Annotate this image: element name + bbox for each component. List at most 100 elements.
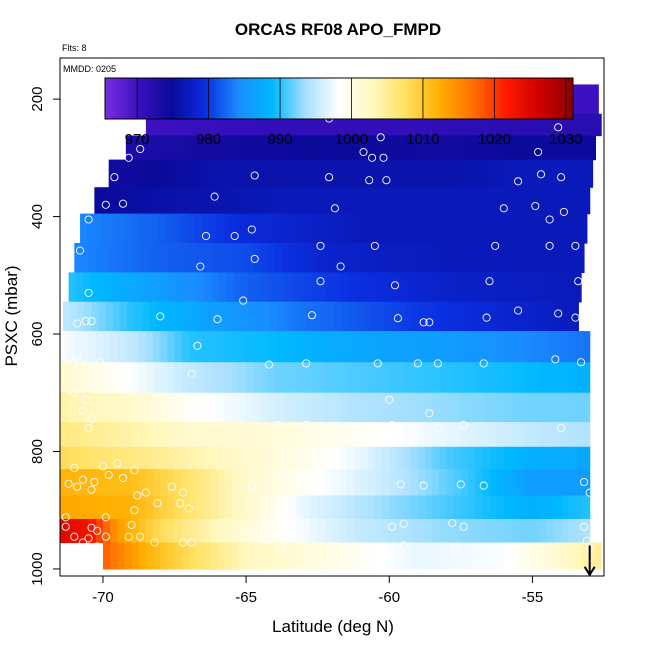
heatmap-cell bbox=[427, 301, 436, 332]
heatmap-cell bbox=[281, 446, 290, 470]
heatmap-cell bbox=[389, 469, 398, 497]
heatmap-cell bbox=[503, 446, 512, 470]
heatmap-cell bbox=[473, 159, 482, 188]
heatmap-cell bbox=[145, 542, 154, 570]
heatmap-cell bbox=[289, 392, 297, 423]
heatmap-cell bbox=[425, 422, 433, 448]
heatmap-cell bbox=[223, 187, 231, 215]
heatmap-cell bbox=[425, 495, 433, 520]
heatmap-cell bbox=[267, 446, 276, 470]
heatmap-cell bbox=[475, 542, 483, 570]
heatmap-cell bbox=[525, 446, 534, 470]
heatmap-cell bbox=[367, 519, 376, 544]
heatmap-cell bbox=[340, 135, 349, 161]
heatmap-cell bbox=[267, 542, 276, 570]
heatmap-cell bbox=[433, 272, 442, 303]
data-point bbox=[84, 534, 93, 543]
heatmap-cell bbox=[370, 301, 379, 332]
heatmap-cell bbox=[518, 542, 526, 570]
heatmap-cell bbox=[267, 469, 276, 497]
heatmap-cell bbox=[226, 135, 234, 161]
heatmap-cell bbox=[145, 331, 154, 363]
heatmap-cell bbox=[145, 422, 154, 448]
heatmap-cell bbox=[246, 542, 254, 570]
heatmap-cell bbox=[267, 113, 276, 137]
heatmap-cell bbox=[131, 331, 140, 363]
heatmap-cell bbox=[332, 542, 340, 570]
heatmap-cell bbox=[224, 519, 233, 544]
heatmap-cell bbox=[238, 446, 247, 470]
heatmap-cell bbox=[246, 446, 254, 470]
heatmap-cell bbox=[546, 519, 555, 544]
heatmap-cell bbox=[489, 422, 498, 448]
heatmap-cell bbox=[283, 272, 292, 303]
data-point bbox=[479, 359, 488, 368]
heatmap-cell bbox=[402, 213, 410, 244]
heatmap-cell bbox=[568, 243, 576, 273]
heatmap-cell bbox=[289, 542, 297, 570]
heatmap-cell bbox=[367, 243, 376, 273]
heatmap-cell bbox=[301, 213, 310, 244]
heatmap-cell bbox=[138, 362, 147, 394]
heatmap-cell bbox=[396, 331, 405, 363]
heatmap-cell bbox=[118, 272, 127, 303]
heatmap-cell bbox=[425, 469, 433, 497]
heatmap-cell bbox=[519, 272, 528, 303]
heatmap-cell bbox=[303, 519, 312, 544]
data-point bbox=[84, 362, 93, 371]
heatmap-cell bbox=[131, 542, 140, 570]
heatmap-cell bbox=[396, 519, 405, 544]
heatmap-cell bbox=[568, 469, 576, 497]
heatmap-cell bbox=[151, 213, 160, 244]
heatmap-cell bbox=[301, 187, 310, 215]
heatmap-cell bbox=[144, 213, 153, 244]
heatmap-cell bbox=[496, 331, 505, 363]
heatmap-cell bbox=[373, 159, 382, 188]
heatmap-cell bbox=[216, 213, 224, 244]
heatmap-cell bbox=[332, 422, 340, 448]
heatmap-cell bbox=[373, 187, 382, 215]
data-point bbox=[307, 311, 317, 320]
heatmap-cell bbox=[138, 519, 147, 544]
heatmap-cell bbox=[410, 362, 419, 394]
heatmap-cell bbox=[291, 301, 300, 332]
heatmap-cell bbox=[210, 469, 219, 497]
heatmap-cell bbox=[389, 331, 398, 363]
data-point bbox=[579, 522, 589, 531]
heatmap-cell bbox=[455, 272, 463, 303]
heatmap-cell bbox=[140, 272, 148, 303]
heatmap-cell bbox=[410, 392, 419, 423]
x-tick-label: -65 bbox=[235, 589, 257, 606]
heatmap-cell bbox=[568, 446, 576, 470]
heatmap-cell bbox=[344, 187, 353, 215]
heatmap-cell bbox=[374, 362, 383, 394]
heatmap-cell bbox=[117, 469, 126, 497]
heatmap-cell bbox=[145, 495, 154, 520]
heatmap-cell bbox=[425, 392, 433, 423]
heatmap-cell bbox=[294, 159, 303, 188]
heatmap-cell bbox=[238, 469, 247, 497]
heatmap-cell bbox=[267, 422, 276, 448]
heatmap-cell bbox=[324, 469, 333, 497]
heatmap-cell bbox=[490, 135, 499, 161]
heatmap-cell bbox=[167, 422, 176, 448]
heatmap-cell bbox=[346, 113, 355, 137]
heatmap-cell bbox=[131, 243, 140, 273]
heatmap-cell bbox=[310, 519, 319, 544]
heatmap-cell bbox=[332, 519, 340, 544]
heatmap-cell bbox=[253, 331, 262, 363]
data-point bbox=[425, 318, 434, 327]
heatmap-cell bbox=[287, 213, 296, 244]
heatmap-cell bbox=[281, 469, 290, 497]
heatmap-cell bbox=[410, 495, 419, 520]
heatmap-cell bbox=[174, 495, 183, 520]
heatmap-cell bbox=[333, 272, 342, 303]
heatmap-cell bbox=[510, 113, 519, 137]
heatmap-cell bbox=[323, 213, 332, 244]
heatmap-cell bbox=[253, 542, 262, 570]
heatmap-cell bbox=[254, 272, 263, 303]
heatmap-cell bbox=[410, 542, 419, 570]
data-point bbox=[78, 538, 87, 547]
heatmap-cell bbox=[446, 331, 455, 363]
heatmap-cell bbox=[539, 446, 548, 470]
